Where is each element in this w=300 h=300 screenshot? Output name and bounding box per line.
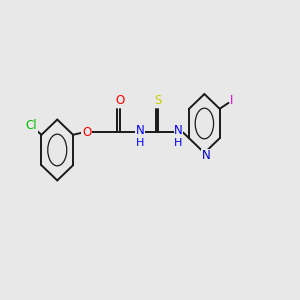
- Text: N: N: [136, 124, 145, 137]
- Text: H: H: [174, 138, 183, 148]
- Text: S: S: [154, 94, 162, 107]
- Text: H: H: [136, 138, 144, 148]
- Text: N: N: [174, 124, 183, 137]
- Text: N: N: [202, 149, 210, 162]
- Text: O: O: [115, 94, 124, 107]
- Text: I: I: [230, 94, 234, 107]
- Text: O: O: [82, 126, 91, 139]
- Text: Cl: Cl: [25, 119, 37, 132]
